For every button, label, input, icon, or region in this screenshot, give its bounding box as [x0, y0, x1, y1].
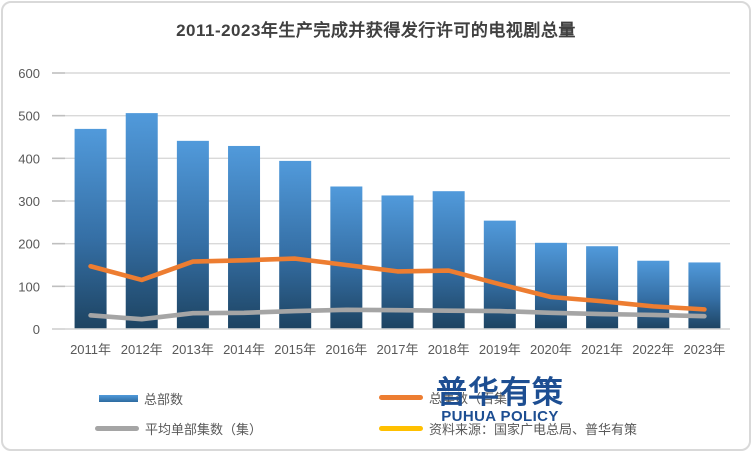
- combo-chart: 0 100 200 300 400 500 600 2011年 2012年 2013年 2014年 2…: [18, 66, 730, 357]
- bar-2022年: [637, 260, 670, 329]
- source-note: 资料来源：国家广电总局、普华有策: [429, 422, 638, 437]
- x-tick-label-2019年: 2019年: [479, 342, 521, 357]
- bar-2013年: [176, 140, 209, 329]
- y-tick-label-200: 200: [18, 237, 40, 252]
- bar-swatch-icon: [99, 395, 138, 402]
- bar-2018年: [432, 191, 465, 329]
- x-tick-label-2018年: 2018年: [428, 342, 470, 357]
- line-series-平均单部集数（集）: [88, 307, 707, 322]
- y-tick-label-500: 500: [18, 109, 40, 124]
- x-tick-label-2016年: 2016年: [325, 342, 367, 357]
- x-tick-label-2021年: 2021年: [581, 342, 623, 357]
- legend-item-source-note: 资料来源：国家广电总局、普华有策: [379, 419, 637, 438]
- bar-2015年: [279, 160, 312, 329]
- legend-label: 总集数（百集）: [429, 391, 521, 406]
- legend-label: 总部数: [144, 392, 184, 407]
- chart-title: 2011-2023年生产完成并获得发行许可的电视剧总量: [176, 21, 576, 40]
- legend-item-total-dramas: 总部数: [99, 389, 183, 408]
- bar-2020年: [534, 242, 567, 329]
- bar-2021年: [586, 246, 619, 329]
- x-tick-label-2011年: 2011年: [70, 342, 111, 357]
- bar-2023年: [688, 262, 721, 329]
- line-series-总集数（百集）: [88, 256, 707, 312]
- bar-2016年: [330, 186, 363, 329]
- x-tick-label-2012年: 2012年: [121, 342, 163, 357]
- x-tick-label-2020年: 2020年: [530, 342, 572, 357]
- y-tick-label-600: 600: [18, 66, 40, 81]
- x-tick-label-2013年: 2013年: [172, 342, 214, 357]
- bar-2011年: [74, 128, 107, 329]
- x-tick-label-2022年: 2022年: [632, 342, 674, 357]
- legend-item-avg-episodes: 平均单部集数（集）: [95, 419, 262, 438]
- bar-2012年: [125, 113, 158, 330]
- legend-label: 平均单部集数（集）: [145, 422, 263, 437]
- y-tick-label-300: 300: [18, 194, 40, 209]
- y-tick-label-100: 100: [18, 279, 40, 294]
- bar-2017年: [381, 195, 414, 329]
- x-tick-label-2017年: 2017年: [377, 342, 419, 357]
- legend-item-total-episodes: 总集数（百集）: [379, 388, 520, 407]
- x-tick-label-2015年: 2015年: [274, 342, 316, 357]
- line-swatch-icon: [379, 426, 423, 431]
- y-tick-label-400: 400: [18, 151, 40, 166]
- x-tick-label-2023年: 2023年: [683, 342, 725, 357]
- bar-2014年: [228, 145, 261, 329]
- line-swatch-icon: [95, 426, 139, 431]
- line-swatch-icon: [379, 395, 423, 400]
- x-tick-label-2014年: 2014年: [223, 342, 265, 357]
- y-tick-label-0: 0: [33, 322, 40, 337]
